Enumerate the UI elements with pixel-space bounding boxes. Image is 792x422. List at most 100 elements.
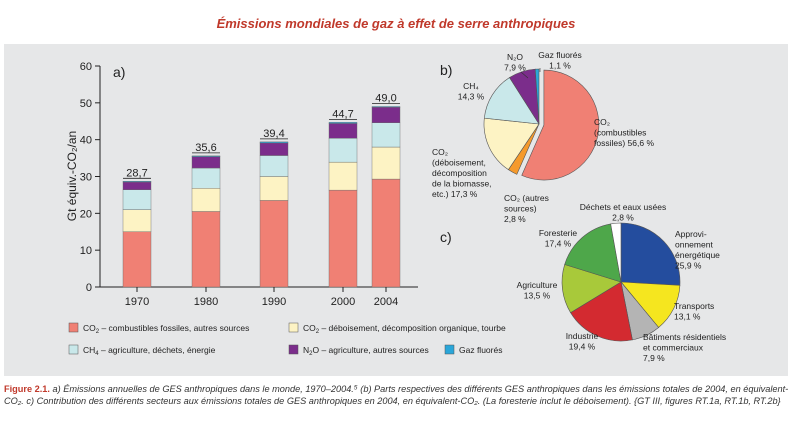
bar-total-label: 49,0 (375, 93, 396, 105)
bar-segment (191, 156, 221, 169)
pie-c-label: Approvi- (675, 229, 707, 239)
bar-segment (259, 141, 289, 144)
pie-slice (564, 223, 622, 283)
bar-segment (371, 107, 401, 123)
pie-c-label: 17,4 % (545, 239, 572, 249)
legend-label-prefix: CH (83, 345, 95, 355)
y-tick-label: 60 (80, 61, 92, 73)
y-tick-label: 40 (80, 135, 92, 147)
pie-b-label: (déboisement, (432, 158, 486, 168)
pie-b-label: CH₄ (463, 81, 479, 91)
pie-slice (521, 69, 600, 181)
legend-label-sub: 2 (309, 351, 313, 357)
y-tick-label: 20 (80, 208, 92, 220)
panel-label-c: c) (440, 229, 452, 245)
legend-label: Gaz fluorés (459, 345, 502, 355)
bar-segment (259, 200, 289, 288)
pie-b-leader (520, 71, 529, 79)
pie-b-label: CO₂ (594, 117, 610, 127)
bar-legend: CO2 – combustibles fossiles, autres sour… (68, 322, 506, 357)
pie-slice (534, 68, 540, 125)
bar-segment (122, 181, 152, 183)
bar-segment (191, 211, 221, 288)
panel-label-b: b) (440, 62, 452, 78)
bar-segment (191, 167, 221, 189)
bar-total-label: 44,7 (332, 108, 353, 120)
caption-text: a) Émissions annuelles de GES anthropiqu… (4, 384, 789, 406)
x-tick-label: 1990 (262, 296, 286, 308)
pie-c-label: onnement (675, 240, 713, 250)
legend-label-text: – déboisement, décomposition organique, … (319, 323, 506, 333)
legend-label-sub: 2 (96, 329, 100, 335)
legend-swatch (288, 344, 299, 355)
pie-b-label: Gaz fluorés (538, 50, 581, 60)
pie-slice (610, 222, 622, 283)
pie-c-label: Foresterie (539, 228, 578, 238)
bar-segment (328, 122, 358, 124)
legend-label-sub: 2 (316, 329, 320, 335)
bar-total-label: 35,6 (195, 142, 216, 154)
legend-label-text: O – agriculture, autres sources (312, 345, 428, 355)
pie-c-label: Industrie (566, 331, 599, 341)
pie-c-label: Agriculture (517, 280, 558, 290)
pie-c-label: énergétique (675, 250, 720, 260)
pie-b-label: etc.) 17,3 % (432, 189, 478, 199)
bar-segment (328, 123, 358, 139)
pie-c-label: Déchets et eaux usées (580, 202, 666, 212)
bar-segment (122, 231, 152, 288)
legend-label-sub: 4 (95, 351, 99, 357)
pie-c-label: 13,1 % (674, 312, 701, 322)
pie-b-label: N₂O (507, 52, 523, 62)
pie-c-label: Bâtiments résidentiels (643, 332, 726, 342)
bar-segment (328, 189, 358, 288)
pie-c-label: 2,8 % (612, 213, 634, 223)
bar-segment (371, 122, 401, 148)
pie-b-label: 2,8 % (504, 214, 526, 224)
bar-segment (259, 142, 289, 156)
x-tick-label: 2004 (374, 296, 398, 308)
pie-c-label: 25,9 % (675, 261, 702, 271)
figure-caption: Figure 2.1. a) Émissions annuelles de GE… (4, 384, 790, 407)
legend-swatch (288, 322, 299, 333)
pie-b-label: 14,3 % (458, 92, 485, 102)
pie-b-label: fossiles) 56,6 % (594, 138, 654, 148)
bar-total-label: 28,7 (126, 167, 147, 179)
bar-chart-a: 0 10 20 30 40 50 60 Gt équiv.-CO₂/an a) 1970 28,7 1… (65, 61, 418, 308)
panel-label-a: a) (113, 64, 125, 80)
pie-b-label: de la biomasse, (432, 179, 492, 189)
bar-segment (259, 176, 289, 201)
caption-label: Figure 2.1. (4, 384, 50, 394)
y-tick-label: 50 (80, 98, 92, 110)
bar-segment (191, 155, 221, 157)
x-tick-label: 1980 (194, 296, 218, 308)
legend-label-text: – combustibles fossiles, autres sources (99, 323, 249, 333)
bar-segment (191, 188, 221, 212)
pie-b-label: CO₂ (432, 147, 448, 157)
pie-c-label: et commerciaux (643, 343, 704, 353)
pie-c-label: 13,5 % (524, 291, 551, 301)
legend-label: CH4 – agriculture, déchets, énergie (83, 345, 216, 357)
y-tick-label: 10 (80, 245, 92, 257)
legend-label-prefix: CO (303, 323, 316, 333)
bar-segment (122, 181, 152, 190)
pie-slice (570, 281, 633, 342)
pie-c-label: 7,9 % (643, 353, 665, 363)
bar-segment (122, 189, 152, 210)
y-tick-label: 30 (80, 172, 92, 184)
bar-segment (122, 209, 152, 232)
legend-label-prefix: CO (83, 323, 96, 333)
legend-label: CO2 – déboisement, décomposition organiq… (303, 323, 506, 335)
legend-label-text: – agriculture, déchets, énergie (99, 345, 216, 355)
bar-segment (328, 137, 358, 163)
bar-segment (371, 146, 401, 180)
legend-label: CO2 – combustibles fossiles, autres sour… (83, 323, 249, 335)
bar-segment (328, 161, 358, 191)
pie-b-label: 1,1 % (549, 61, 571, 71)
pie-slice (620, 222, 681, 286)
legend-swatch (68, 344, 79, 355)
y-axis-label: Gt équiv.-CO₂/an (65, 131, 79, 221)
legend-swatch (444, 344, 455, 355)
